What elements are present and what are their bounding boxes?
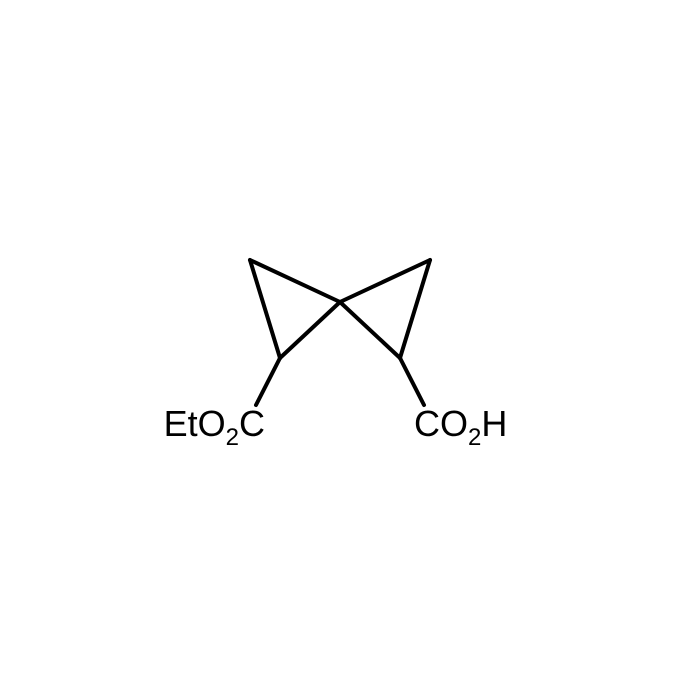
label-right: CO2H	[414, 403, 507, 451]
bond-spiro-right_bottom	[340, 302, 400, 358]
label-left: EtO2C	[164, 403, 265, 451]
bonds-layer	[250, 260, 430, 405]
labels-layer: EtO2C CO2H	[164, 403, 508, 451]
bond-spiro-left_bottom	[280, 302, 340, 358]
bond-right_top-right_bottom	[400, 260, 430, 358]
chemical-structure-canvas: EtO2C CO2H	[0, 0, 680, 680]
bond-spiro-right_top	[340, 260, 430, 302]
substituent-bond-0	[256, 358, 280, 405]
bond-left_top-left_bottom	[250, 260, 280, 358]
bond-spiro-left_top	[250, 260, 340, 302]
substituent-bond-1	[400, 358, 424, 405]
